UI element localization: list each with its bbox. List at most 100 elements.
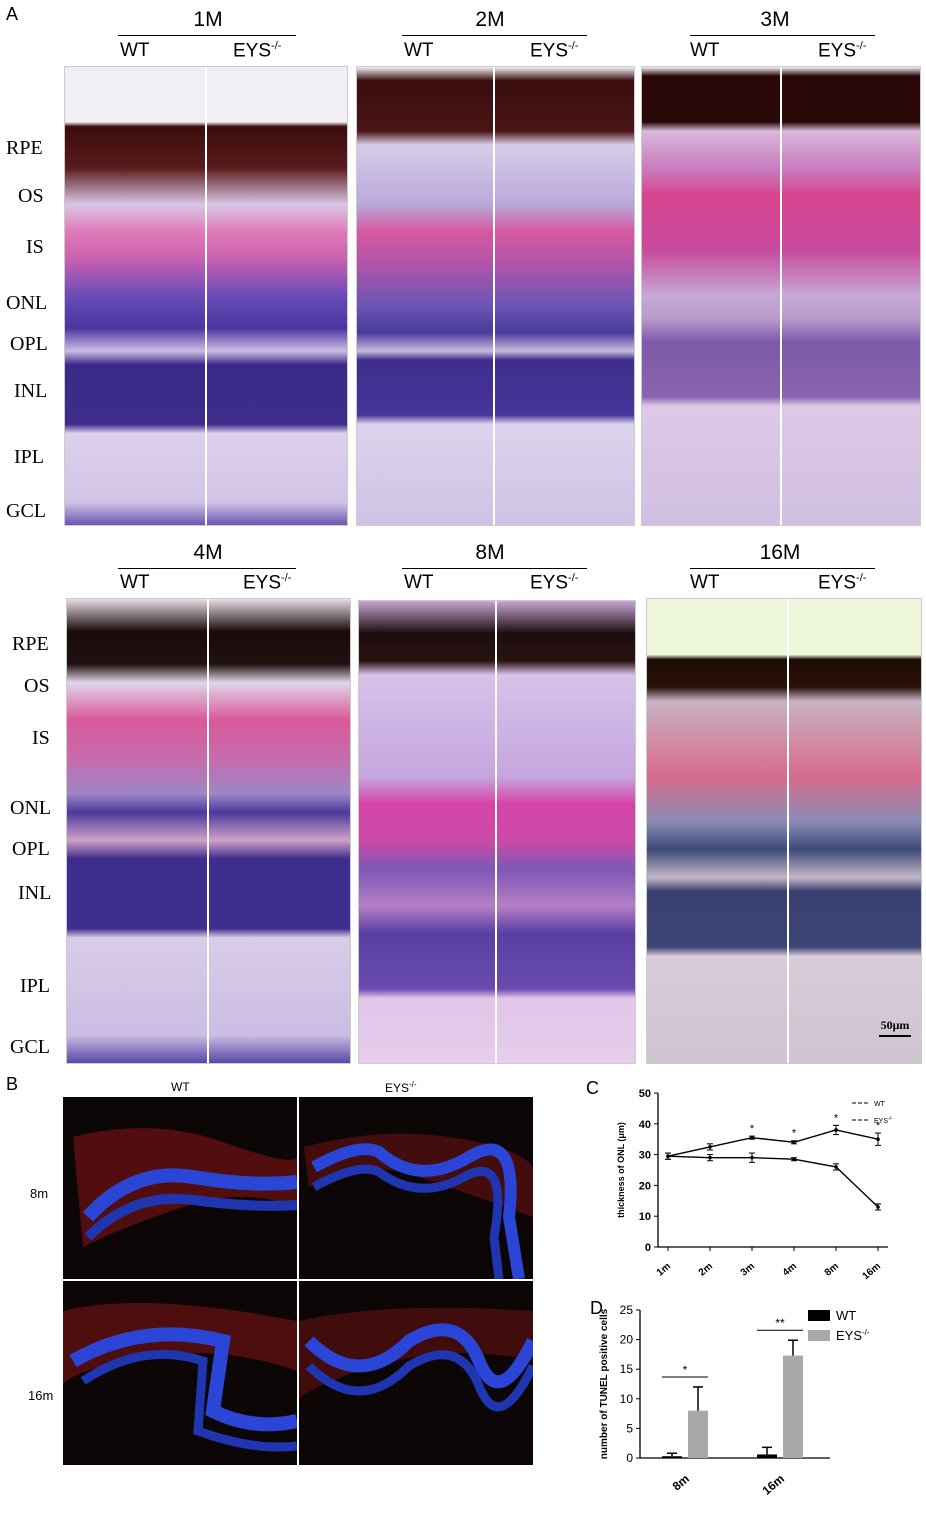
y-tick-label: 5	[626, 1421, 633, 1435]
layer-label-os-row2: OS	[24, 675, 50, 697]
y-tick-label: 10	[639, 1211, 651, 1223]
layer-label-is: IS	[26, 236, 44, 258]
header-rule-4m	[118, 568, 296, 569]
genotype-eys-16m: EYS-/-	[818, 572, 867, 594]
y-tick-label: 20	[620, 1333, 634, 1347]
histology-2m	[356, 66, 635, 526]
scale-bar-label: 50μm	[880, 1018, 910, 1032]
y-axis-label: number of TUNEL positive cells	[599, 1308, 610, 1459]
tunel-image-eys-8m	[299, 1097, 533, 1280]
x-tick-label: 16m	[760, 1472, 787, 1498]
histology-1m	[64, 66, 348, 526]
layer-label-opl-row2: OPL	[12, 838, 50, 860]
chart-c: 0 10 20 30 40 50 1m 2m 3m 4m 8m 16m thickness of ONL…	[616, 1088, 893, 1282]
genotype-wt-4m: WT	[120, 572, 150, 593]
age-label-8m: 8M	[475, 541, 505, 564]
layer-label-onl-row2: ONL	[10, 797, 52, 819]
layer-label-rpe-row2: RPE	[12, 633, 49, 655]
bar-eys-8m	[688, 1410, 708, 1458]
x-tick-label: 4m	[781, 1261, 799, 1279]
genotype-wt-1m: WT	[120, 40, 150, 61]
y-tick-label: 20	[639, 1180, 651, 1192]
header-rule-8m	[402, 568, 587, 569]
panel-b-row-label-16m: 16m	[28, 1388, 54, 1403]
header-rule-1m	[118, 35, 296, 36]
layer-label-ipl: IPL	[14, 446, 44, 468]
panel-c-letter: C	[586, 1078, 599, 1098]
series-line-wt	[667, 1129, 879, 1157]
data-point	[876, 1137, 880, 1141]
layer-label-gcl: GCL	[6, 500, 46, 522]
y-axis-label: thickness of ONL (μm)	[616, 1122, 626, 1218]
bar-eys-16m	[783, 1355, 803, 1458]
significance-star: *	[834, 1112, 839, 1124]
bar-wt-16m	[757, 1454, 777, 1458]
significance-star: *	[792, 1128, 797, 1140]
histology-8m	[358, 600, 636, 1064]
data-point	[750, 1135, 754, 1140]
tunel-image-wt-16m	[55, 1281, 299, 1465]
bar-wt-8m	[662, 1456, 682, 1458]
scale-bar: 50μm	[879, 1018, 911, 1037]
scale-bar-line	[879, 1035, 911, 1037]
data-point	[792, 1140, 796, 1145]
legend-label-eys-sup: -/-	[862, 1328, 870, 1337]
genotype-wt-2m: WT	[404, 40, 434, 61]
y-tick-label: 15	[620, 1362, 634, 1376]
panel-b-header-wt: WT	[171, 1080, 190, 1094]
x-tick-label: 8m	[670, 1472, 692, 1494]
genotype-eys-4m: EYS-/-	[243, 572, 292, 594]
x-tick-label: 16m	[861, 1261, 883, 1282]
genotype-wt-16m: WT	[690, 572, 720, 593]
age-label-1m: 1M	[193, 8, 223, 31]
significance-star: **	[775, 1316, 785, 1330]
y-tick-label: 30	[639, 1150, 651, 1162]
genotype-eys-8m: EYS-/-	[530, 572, 579, 594]
age-label-2m: 2M	[475, 8, 505, 31]
header-rule-16m	[690, 568, 875, 569]
y-tick-label: 25	[620, 1303, 634, 1317]
data-point	[666, 1154, 670, 1158]
layer-label-is-row2: IS	[32, 727, 50, 749]
layer-label-os: OS	[18, 185, 44, 207]
x-tick-label: 3m	[739, 1261, 757, 1279]
tunel-image-eys-16m	[291, 1281, 539, 1465]
layer-label-ipl-row2: IPL	[20, 975, 50, 997]
legend-label-eys: EYS-/-	[836, 1328, 870, 1343]
data-point	[834, 1165, 838, 1169]
y-tick-label: 50	[639, 1088, 651, 1100]
age-label-16m: 16M	[759, 541, 801, 564]
chart-d: 0 5 10 15 20 25 number of TUNEL positive cells…	[599, 1303, 870, 1498]
tunel-image-wt-8m	[63, 1097, 298, 1279]
legend-label-wt: WT	[874, 1101, 886, 1108]
y-tick-label: 10	[620, 1392, 634, 1406]
panel-b-header-eys: EYS-/-	[385, 1080, 417, 1095]
data-point	[792, 1157, 796, 1162]
x-tick-label: 1m	[655, 1261, 673, 1279]
header-rule-3m	[690, 35, 875, 36]
significance-star: *	[750, 1123, 755, 1135]
x-tick-label: 8m	[823, 1261, 841, 1279]
panel-b-letter: B	[6, 1074, 19, 1094]
data-point	[876, 1205, 880, 1209]
header-rule-2m	[402, 35, 587, 36]
layer-label-gcl-row2: GCL	[10, 1036, 50, 1058]
panel-b-row-label-8m: 8m	[30, 1186, 49, 1201]
legend-swatch-wt	[808, 1310, 830, 1321]
data-point	[708, 1145, 712, 1149]
y-tick-label: 40	[639, 1119, 651, 1131]
genotype-wt-3m: WT	[690, 40, 720, 61]
age-label-4m: 4M	[193, 541, 223, 564]
genotype-eys-1m: EYS-/-	[233, 40, 282, 62]
layer-label-opl: OPL	[10, 333, 48, 355]
genotype-eys-3m: EYS-/-	[818, 40, 867, 62]
genotype-wt-8m: WT	[404, 572, 434, 593]
histology-4m	[66, 598, 351, 1064]
data-point	[750, 1155, 754, 1160]
layer-label-rpe: RPE	[6, 137, 43, 159]
panel-d-letter: D	[590, 1298, 603, 1318]
layer-label-inl: INL	[14, 380, 48, 402]
data-point	[708, 1155, 712, 1160]
data-point	[834, 1128, 838, 1132]
panel-a-letter: A	[6, 4, 19, 24]
